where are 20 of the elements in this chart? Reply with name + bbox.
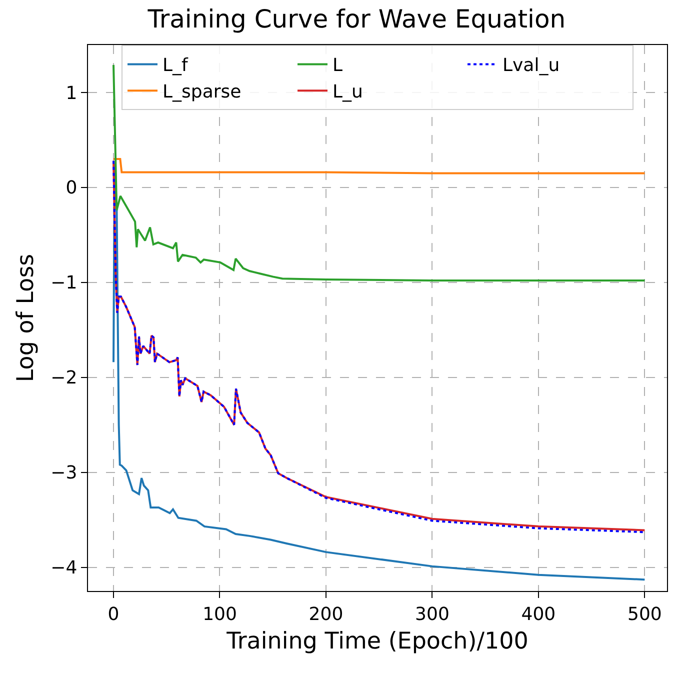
x-tick-label: 300 xyxy=(415,604,450,625)
y-tick-label: 1 xyxy=(66,82,78,104)
legend-label: L xyxy=(332,55,343,76)
legend-label: Lval_u xyxy=(502,55,560,76)
y-tick-label: −3 xyxy=(50,462,78,484)
x-tick-label: 500 xyxy=(628,604,662,625)
legend-label: L_u xyxy=(332,82,363,103)
x-axis-title: Training Time (Epoch)/100 xyxy=(226,628,528,654)
y-axis-title: Log of Loss xyxy=(13,254,40,382)
legend-label: L_f xyxy=(162,55,189,76)
x-tick-label: 200 xyxy=(308,604,344,625)
y-tick-label: −1 xyxy=(50,272,78,294)
x-tick-label: 400 xyxy=(521,604,556,625)
y-tick-label: −4 xyxy=(50,558,78,579)
y-tick-label: 0 xyxy=(66,178,78,199)
legend-label: L_sparse xyxy=(162,82,242,103)
y-tick-label: −2 xyxy=(50,368,78,389)
chart-title: Training Curve for Wave Equation xyxy=(146,4,566,34)
x-tick-label: 100 xyxy=(202,604,237,625)
x-tick-label: 0 xyxy=(108,604,120,625)
